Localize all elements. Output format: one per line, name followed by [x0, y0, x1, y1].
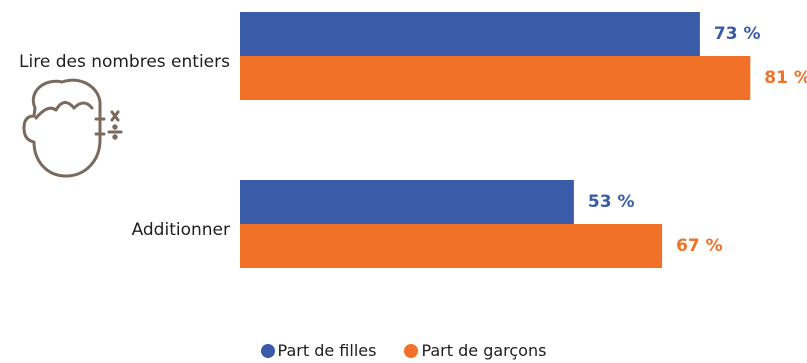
category-label-1: Additionner — [132, 220, 230, 240]
legend-item-garcons: Part de garçons — [404, 341, 546, 360]
legend-dot-filles — [260, 343, 275, 358]
legend-label-filles: Part de filles — [277, 341, 377, 360]
chart: Lire des nombres entiers 73 % 81 % Addition… — [19, 12, 807, 268]
legend-label-garcons: Part de garçons — [421, 341, 547, 360]
category-label-0: Lire des nombres entiers — [19, 52, 230, 72]
bar-1-1 — [240, 224, 663, 268]
value-label-0-0: 73 % — [714, 24, 761, 44]
bar-1-0 — [240, 56, 751, 100]
value-label-0-1: 53 % — [588, 192, 635, 212]
child-math-icon — [22, 78, 123, 178]
bar-0-0 — [240, 12, 700, 56]
value-label-1-0: 81 % — [764, 68, 807, 88]
legend: Part de filles Part de garçons — [0, 341, 807, 360]
value-label-1-1: 67 % — [676, 236, 723, 256]
legend-item-filles: Part de filles — [260, 341, 377, 360]
bar-0-1 — [240, 180, 574, 224]
legend-dot-garcons — [404, 343, 419, 358]
